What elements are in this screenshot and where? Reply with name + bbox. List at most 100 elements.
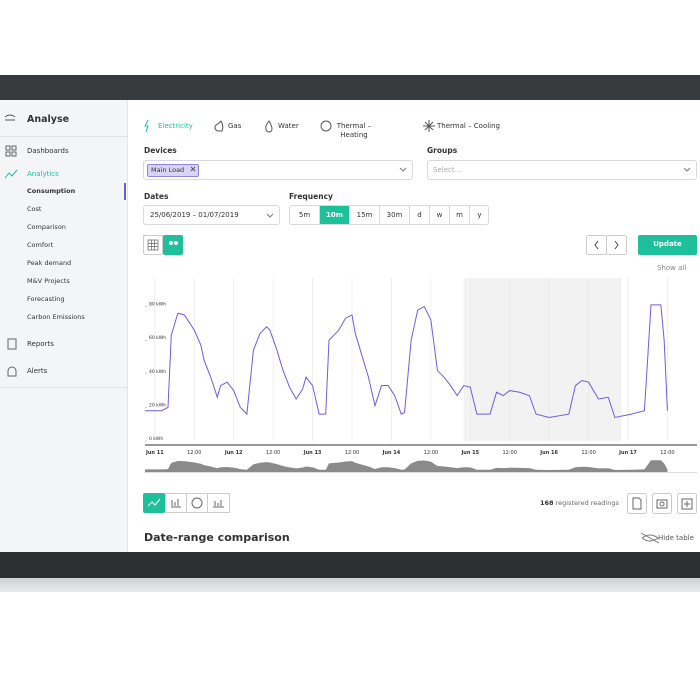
x-tick-label: Jun 12: [224, 450, 243, 456]
x-tick-label: Jun 13: [303, 450, 322, 456]
frequency-option[interactable]: 15m: [350, 206, 380, 224]
x-tick-label: 12:00: [581, 450, 595, 456]
x-tick-label: Jun 14: [382, 450, 401, 456]
x-tick-label: 12:00: [503, 450, 517, 456]
chart-type-bar: [143, 493, 697, 544]
y-tick-label: 80 kWh: [149, 302, 166, 308]
x-tick-label: Jun 11: [145, 450, 164, 456]
frequency-group: 5m 10m 15m 30m d w m y: [289, 205, 489, 225]
label: Groups: [427, 146, 458, 155]
nav-subitem[interactable]: Carbon Emissions: [27, 313, 85, 321]
chevron: [266, 213, 274, 218]
bar-chart-button[interactable]: [165, 493, 187, 513]
laptop-base: [0, 578, 700, 592]
icon: [213, 500, 224, 508]
screenshot[interactable]: [652, 493, 672, 514]
logo-icon: [4, 114, 16, 121]
sidebar-title: Analyse: [27, 114, 70, 125]
x-tick-label: 12:00: [266, 450, 280, 456]
overview-area: [145, 460, 668, 472]
tab[interactable]: Electricity: [158, 122, 193, 130]
nav-item[interactable]: Analytics: [27, 170, 59, 178]
nav-item[interactable]: Reports: [27, 340, 54, 348]
data-line: [145, 304, 668, 419]
tab[interactable]: Thermal – Heating: [336, 122, 372, 139]
chevron: [399, 167, 407, 172]
devices-select[interactable]: [143, 160, 413, 180]
icon: [632, 497, 642, 510]
divider: [0, 387, 127, 388]
placeholder: Select...: [433, 166, 462, 174]
hide-table[interactable]: Hide table: [658, 534, 694, 542]
update-label[interactable]: Update: [653, 240, 682, 248]
tab[interactable]: Water: [278, 122, 299, 130]
nav-subitem[interactable]: Cost: [27, 205, 42, 213]
line-chart-button[interactable]: [143, 493, 165, 513]
show-all[interactable]: Show all: [657, 264, 687, 272]
nav-subitem[interactable]: Forecasting: [27, 295, 65, 303]
x-tick-label: Jun 17: [618, 450, 637, 456]
tab[interactable]: Gas: [228, 122, 242, 130]
y-tick-label: 40 kWh: [149, 369, 166, 375]
frequency-option[interactable]: 30m: [380, 206, 410, 224]
arrows: [594, 240, 619, 250]
nav-item[interactable]: Alerts: [27, 367, 48, 375]
section-title: Date-range comparison: [144, 531, 290, 544]
frequency-option[interactable]: w: [430, 206, 450, 224]
frequency-option[interactable]: 5m: [290, 206, 320, 224]
frequency-option[interactable]: y: [470, 206, 488, 224]
x-tick-label: 12:00: [660, 450, 674, 456]
label: Frequency: [289, 192, 333, 201]
frequency-option[interactable]: m: [450, 206, 470, 224]
icon: [171, 499, 181, 508]
readings-count: 168: [540, 499, 554, 507]
nav-item[interactable]: Dashboards: [27, 147, 69, 155]
device-chip[interactable]: Main Load: [147, 164, 200, 177]
y-tick-label: 0 kWh: [149, 436, 163, 442]
nav-subitem[interactable]: Comfort: [27, 241, 54, 249]
alerts-icon: [7, 366, 17, 377]
nav-subitem[interactable]: Comparison: [27, 223, 66, 231]
x-tick-label: 12:00: [187, 450, 201, 456]
laptop-bezel-top: [0, 75, 700, 100]
sidebar-icons: [4, 114, 126, 377]
frequency-option[interactable]: d: [410, 206, 430, 224]
frequency-option[interactable]: 10m: [320, 206, 350, 224]
next[interactable]: [606, 235, 627, 255]
dashboards-icon: [5, 145, 17, 157]
x-tick-label: 12:00: [345, 450, 359, 456]
sidebar: [0, 100, 128, 552]
pie-chart-button[interactable]: [186, 493, 208, 513]
icon: [174, 241, 178, 245]
icon: [191, 497, 203, 509]
readings-label: registered readings: [555, 499, 619, 507]
label: Dates: [144, 192, 169, 201]
tab-icons: [144, 119, 435, 133]
divider: [0, 136, 127, 137]
x-tick-label: Jun 16: [539, 450, 558, 456]
icon: [681, 498, 693, 510]
dates-value: 25/06/2019 – 01/07/2019: [150, 211, 239, 219]
nav-subitem[interactable]: Consumption: [27, 187, 76, 195]
group-view[interactable]: [163, 235, 183, 255]
cooling-icon: [423, 120, 435, 132]
hide-icon: [640, 532, 660, 544]
toolbar: [143, 235, 697, 255]
dates-select[interactable]: [143, 205, 280, 225]
electricity-icon: [144, 119, 149, 133]
groups-select[interactable]: [427, 160, 697, 180]
icon: [169, 241, 173, 245]
chevron: [683, 167, 691, 172]
update-button[interactable]: [638, 235, 697, 255]
y-tick-label: 20 kWh: [149, 402, 166, 408]
chip-remove[interactable]: [190, 166, 196, 172]
nav-subitem[interactable]: M&V Projects: [27, 277, 70, 285]
y-tick-label: 60 kWh: [149, 335, 166, 341]
export-csv[interactable]: [627, 493, 647, 514]
tab[interactable]: Thermal – Cooling: [437, 122, 500, 130]
analytics-icon: [4, 169, 18, 179]
icon: [659, 501, 665, 507]
nav-subitem[interactable]: Peak demand: [27, 259, 72, 267]
label: Devices: [144, 146, 177, 155]
